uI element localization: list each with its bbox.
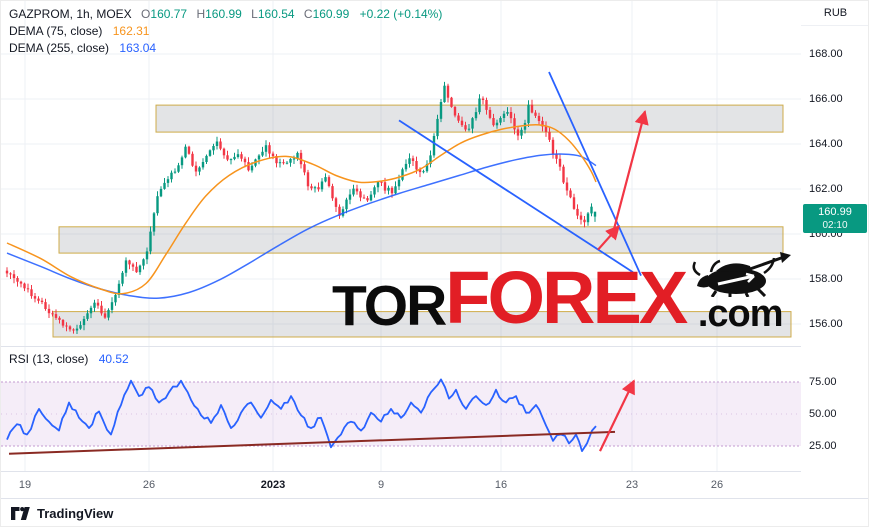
rsi-label: RSI (13, close) — [9, 352, 89, 366]
time-label: 26 — [142, 479, 156, 491]
price-tick-label: 156.00 — [809, 318, 843, 330]
low-label: L — [251, 7, 258, 21]
symbol-title: GAZPROM, 1h, MOEX — [9, 7, 132, 21]
price-tick-label: 164.00 — [809, 138, 843, 150]
tradingview-brand-text[interactable]: TradingView — [37, 505, 114, 521]
open-label: O — [141, 7, 151, 21]
dema75-value: 162.31 — [112, 24, 150, 38]
watermark-forex-text: FOREX — [445, 255, 688, 339]
torforex-watermark: TOR FOREX .com — [332, 251, 792, 339]
time-label: 2023 — [260, 479, 286, 491]
time-label: 9 — [377, 479, 385, 491]
change-value: +0.22 (+0.14%) — [359, 7, 443, 21]
high-value: 160.99 — [205, 7, 242, 21]
time-label: 19 — [18, 479, 32, 491]
legend-dema255-row[interactable]: DEMA (255, close) 163.04 — [9, 41, 156, 56]
time-axis[interactable]: 19 26 2023 9 16 23 26 — [1, 472, 801, 498]
watermark-com-text: .com — [697, 293, 784, 335]
rsi-tick-label: 25.00 — [809, 440, 837, 452]
close-value: 160.99 — [312, 7, 350, 21]
legend-rsi-row[interactable]: RSI (13, close) 40.52 — [9, 352, 129, 367]
currency-label: RUB — [801, 7, 868, 26]
bull-icon — [692, 252, 792, 297]
footer-separator — [1, 498, 868, 499]
time-label: 26 — [710, 479, 724, 491]
rsi-tick-label: 75.00 — [809, 376, 837, 388]
watermark-tor-text: TOR — [332, 273, 447, 338]
time-label: 23 — [625, 479, 639, 491]
dema255-value: 163.04 — [119, 41, 157, 55]
pane-separator[interactable] — [1, 346, 868, 347]
close-label: C — [303, 7, 313, 21]
price-tick-label: 162.00 — [809, 183, 843, 195]
tradingview-logo-icon[interactable] — [11, 506, 30, 521]
price-tick-label: 168.00 — [809, 48, 843, 60]
dema255-label: DEMA (255, close) — [9, 41, 110, 55]
last-price-value: 160.99 — [818, 206, 852, 218]
dema75-label: DEMA (75, close) — [9, 24, 103, 38]
time-label: 16 — [494, 479, 508, 491]
last-price-badge[interactable]: 160.99 02:10 — [803, 204, 867, 233]
price-tick-label: 166.00 — [809, 93, 843, 105]
price-tick-label: 158.00 — [809, 273, 843, 285]
footer-bar: TradingView — [1, 499, 868, 526]
bar-countdown: 02:10 — [822, 220, 848, 231]
rsi-tick-label: 50.00 — [809, 408, 837, 420]
low-value: 160.54 — [257, 7, 295, 21]
chart-canvas[interactable] — [1, 1, 801, 471]
time-axis-separator — [1, 471, 868, 472]
legend-symbol-row[interactable]: GAZPROM, 1h, MOEX O160.77 H160.99 L160.5… — [9, 7, 442, 22]
legend-dema75-row[interactable]: DEMA (75, close) 162.31 — [9, 24, 149, 39]
price-axis[interactable]: RUB 168.00 166.00 164.00 162.00 160.00 158.00… — [801, 1, 868, 498]
open-value: 160.77 — [150, 7, 188, 21]
rsi-value: 40.52 — [98, 352, 129, 366]
high-label: H — [196, 7, 206, 21]
